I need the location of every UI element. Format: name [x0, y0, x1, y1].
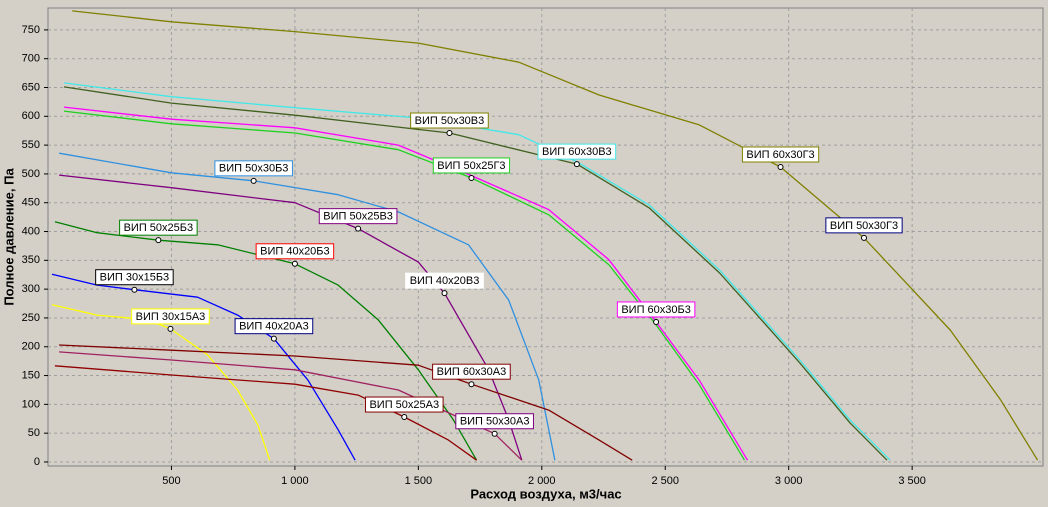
label-marker — [167, 325, 174, 332]
label-marker — [573, 161, 580, 168]
y-tick-label: 650 — [22, 81, 40, 93]
label-box — [255, 243, 335, 260]
label-marker — [446, 130, 453, 137]
curve — [59, 174, 523, 461]
curve-label: ВИП 50x30В3 — [415, 115, 485, 127]
label-marker — [291, 260, 298, 267]
x-tick-label: 1 500 — [405, 475, 433, 487]
label-box — [616, 301, 696, 318]
label-marker — [355, 225, 362, 232]
x-tick-label: 3 000 — [775, 475, 803, 487]
label-marker — [468, 381, 475, 388]
label-box — [741, 146, 820, 163]
x-tick-label: 1 000 — [281, 475, 309, 487]
curve-label: ВИП 40x20А3 — [239, 321, 309, 333]
curve — [63, 110, 746, 461]
curve — [63, 86, 888, 461]
y-tick-label: 400 — [22, 225, 40, 237]
curve-label: ВИП 60x30Г3 — [746, 149, 814, 161]
curve — [51, 273, 356, 461]
curve-label: ВИП 50x25Б3 — [124, 222, 194, 234]
curve-label: ВИП 30x15А3 — [136, 311, 206, 323]
label-box — [455, 413, 534, 430]
label-marker — [468, 174, 475, 181]
plot-area — [47, 7, 1044, 467]
curve — [58, 152, 556, 461]
curve-label: ВИП 60x30А3 — [437, 366, 507, 378]
x-tick-label: 3 500 — [898, 475, 926, 487]
label-box — [410, 112, 489, 129]
label-marker — [777, 164, 784, 171]
label-box — [95, 269, 174, 286]
curve-label: ВИП 60x30В3 — [542, 146, 612, 158]
y-tick-label: 350 — [22, 254, 40, 266]
curve — [54, 365, 477, 461]
y-tick-label: 600 — [22, 110, 40, 122]
curve — [54, 221, 478, 461]
y-tick-label: 150 — [22, 369, 40, 381]
y-tick-label: 50 — [28, 427, 40, 439]
label-marker — [860, 234, 867, 241]
label-marker — [653, 318, 660, 325]
x-axis-title: Расход воздуха, м3/час — [470, 486, 621, 501]
label-box — [234, 318, 314, 335]
label-box — [364, 396, 444, 413]
y-tick-label: 300 — [22, 283, 40, 295]
y-tick-label: 700 — [22, 53, 40, 65]
y-tick-label: 250 — [22, 312, 40, 324]
y-tick-label: 550 — [22, 139, 40, 151]
label-marker — [441, 290, 448, 297]
curve-label: ВИП 50x25Г3 — [437, 160, 505, 172]
x-tick-label: 2 000 — [528, 475, 556, 487]
label-marker — [401, 414, 408, 421]
y-tick-label: 500 — [22, 168, 40, 180]
curve-label: ВИП 40x20В3 — [410, 275, 480, 287]
label-marker — [250, 177, 257, 184]
curve — [59, 351, 523, 461]
curve-label: ВИП 50x30Г3 — [830, 220, 898, 232]
label-marker — [131, 286, 138, 293]
curve-label: ВИП 40x20Б3 — [260, 246, 330, 258]
curve — [51, 304, 271, 461]
curve-label: ВИП 50x25А3 — [369, 399, 439, 411]
y-axis-title: Полное давление, Па — [1, 168, 16, 306]
label-box — [119, 219, 198, 236]
y-tick-label: 200 — [22, 341, 40, 353]
label-box — [432, 157, 511, 174]
x-tick-label: 2 500 — [651, 475, 679, 487]
curve-label: ВИП 60x30Б3 — [621, 304, 691, 316]
label-box — [537, 143, 617, 160]
curve-label: ВИП 30x15Б3 — [100, 272, 170, 284]
y-tick-label: 450 — [22, 197, 40, 209]
curve-label: ВИП 50x25В3 — [323, 211, 393, 223]
label-box — [405, 272, 484, 289]
curve-label: ВИП 50x30Б3 — [219, 163, 289, 175]
label-marker — [155, 237, 162, 244]
label-marker — [270, 335, 277, 342]
label-box — [318, 208, 398, 225]
x-tick-label: 500 — [162, 475, 180, 487]
curve-label: ВИП 50x30А3 — [460, 416, 530, 428]
curve — [72, 10, 1039, 461]
y-tick-label: 750 — [22, 24, 40, 36]
label-box — [825, 217, 903, 234]
label-box — [214, 160, 293, 177]
label-box — [432, 363, 511, 380]
label-marker — [491, 430, 498, 437]
curve — [63, 106, 749, 461]
y-tick-label: 0 — [34, 456, 40, 468]
label-box — [131, 308, 210, 325]
y-tick-label: 100 — [22, 398, 40, 410]
